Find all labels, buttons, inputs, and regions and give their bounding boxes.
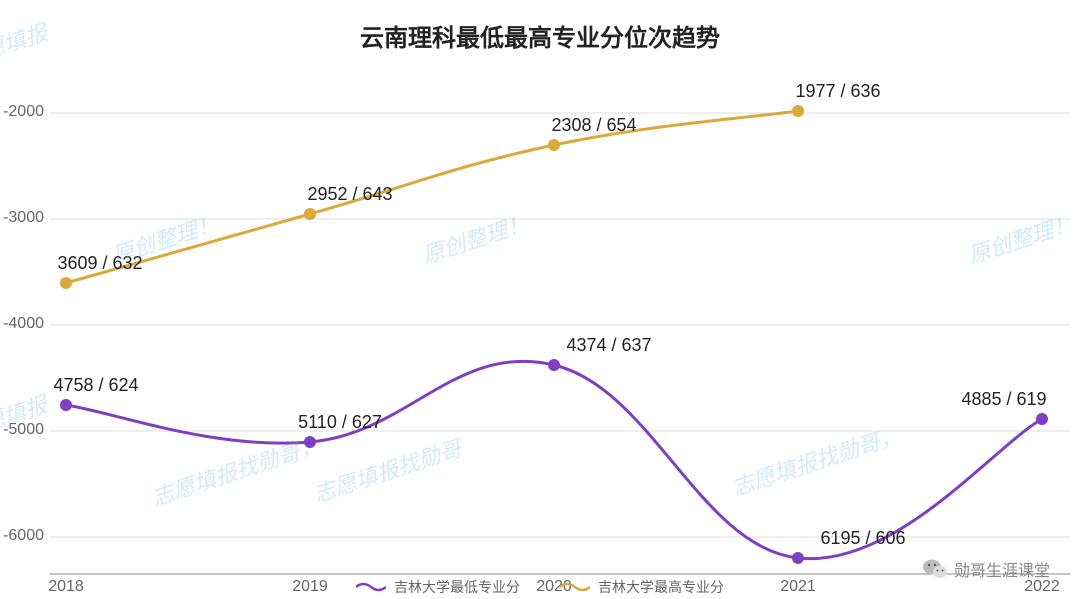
y-tick-label: -6000 bbox=[0, 527, 44, 545]
data-point-label: 6195 / 606 bbox=[820, 528, 905, 549]
data-point-label: 2952 / 643 bbox=[307, 184, 392, 205]
y-tick-label: -5000 bbox=[0, 421, 44, 439]
data-point-label: 1977 / 636 bbox=[795, 81, 880, 102]
legend-label: 吉林大学最高专业分 bbox=[598, 577, 724, 597]
data-point-label: 4374 / 637 bbox=[566, 335, 651, 356]
y-tick-label: -3000 bbox=[0, 209, 44, 227]
legend-item: 吉林大学最低专业分 bbox=[356, 577, 520, 597]
legend: 吉林大学最低专业分 吉林大学最高专业分 bbox=[0, 577, 1080, 597]
wechat-tag: 勋哥生涯课堂 bbox=[922, 557, 1050, 581]
chart-container: 云南理科最低最高专业分位次趋势 4758 / 6245110 / 6274374… bbox=[0, 0, 1080, 599]
legend-item: 吉林大学最高专业分 bbox=[560, 577, 724, 597]
chart-svg bbox=[0, 0, 1080, 599]
wechat-tag-text: 勋哥生涯课堂 bbox=[954, 557, 1050, 581]
y-tick-label: -2000 bbox=[0, 103, 44, 121]
wechat-icon bbox=[922, 558, 948, 580]
y-tick-label: -4000 bbox=[0, 315, 44, 333]
data-point-label: 2308 / 654 bbox=[551, 115, 636, 136]
legend-label: 吉林大学最低专业分 bbox=[394, 577, 520, 597]
data-point-label: 3609 / 632 bbox=[57, 253, 142, 274]
data-point-label: 4758 / 624 bbox=[53, 375, 138, 396]
data-point-label: 5110 / 627 bbox=[298, 412, 382, 433]
data-point-label: 4885 / 619 bbox=[961, 389, 1046, 410]
